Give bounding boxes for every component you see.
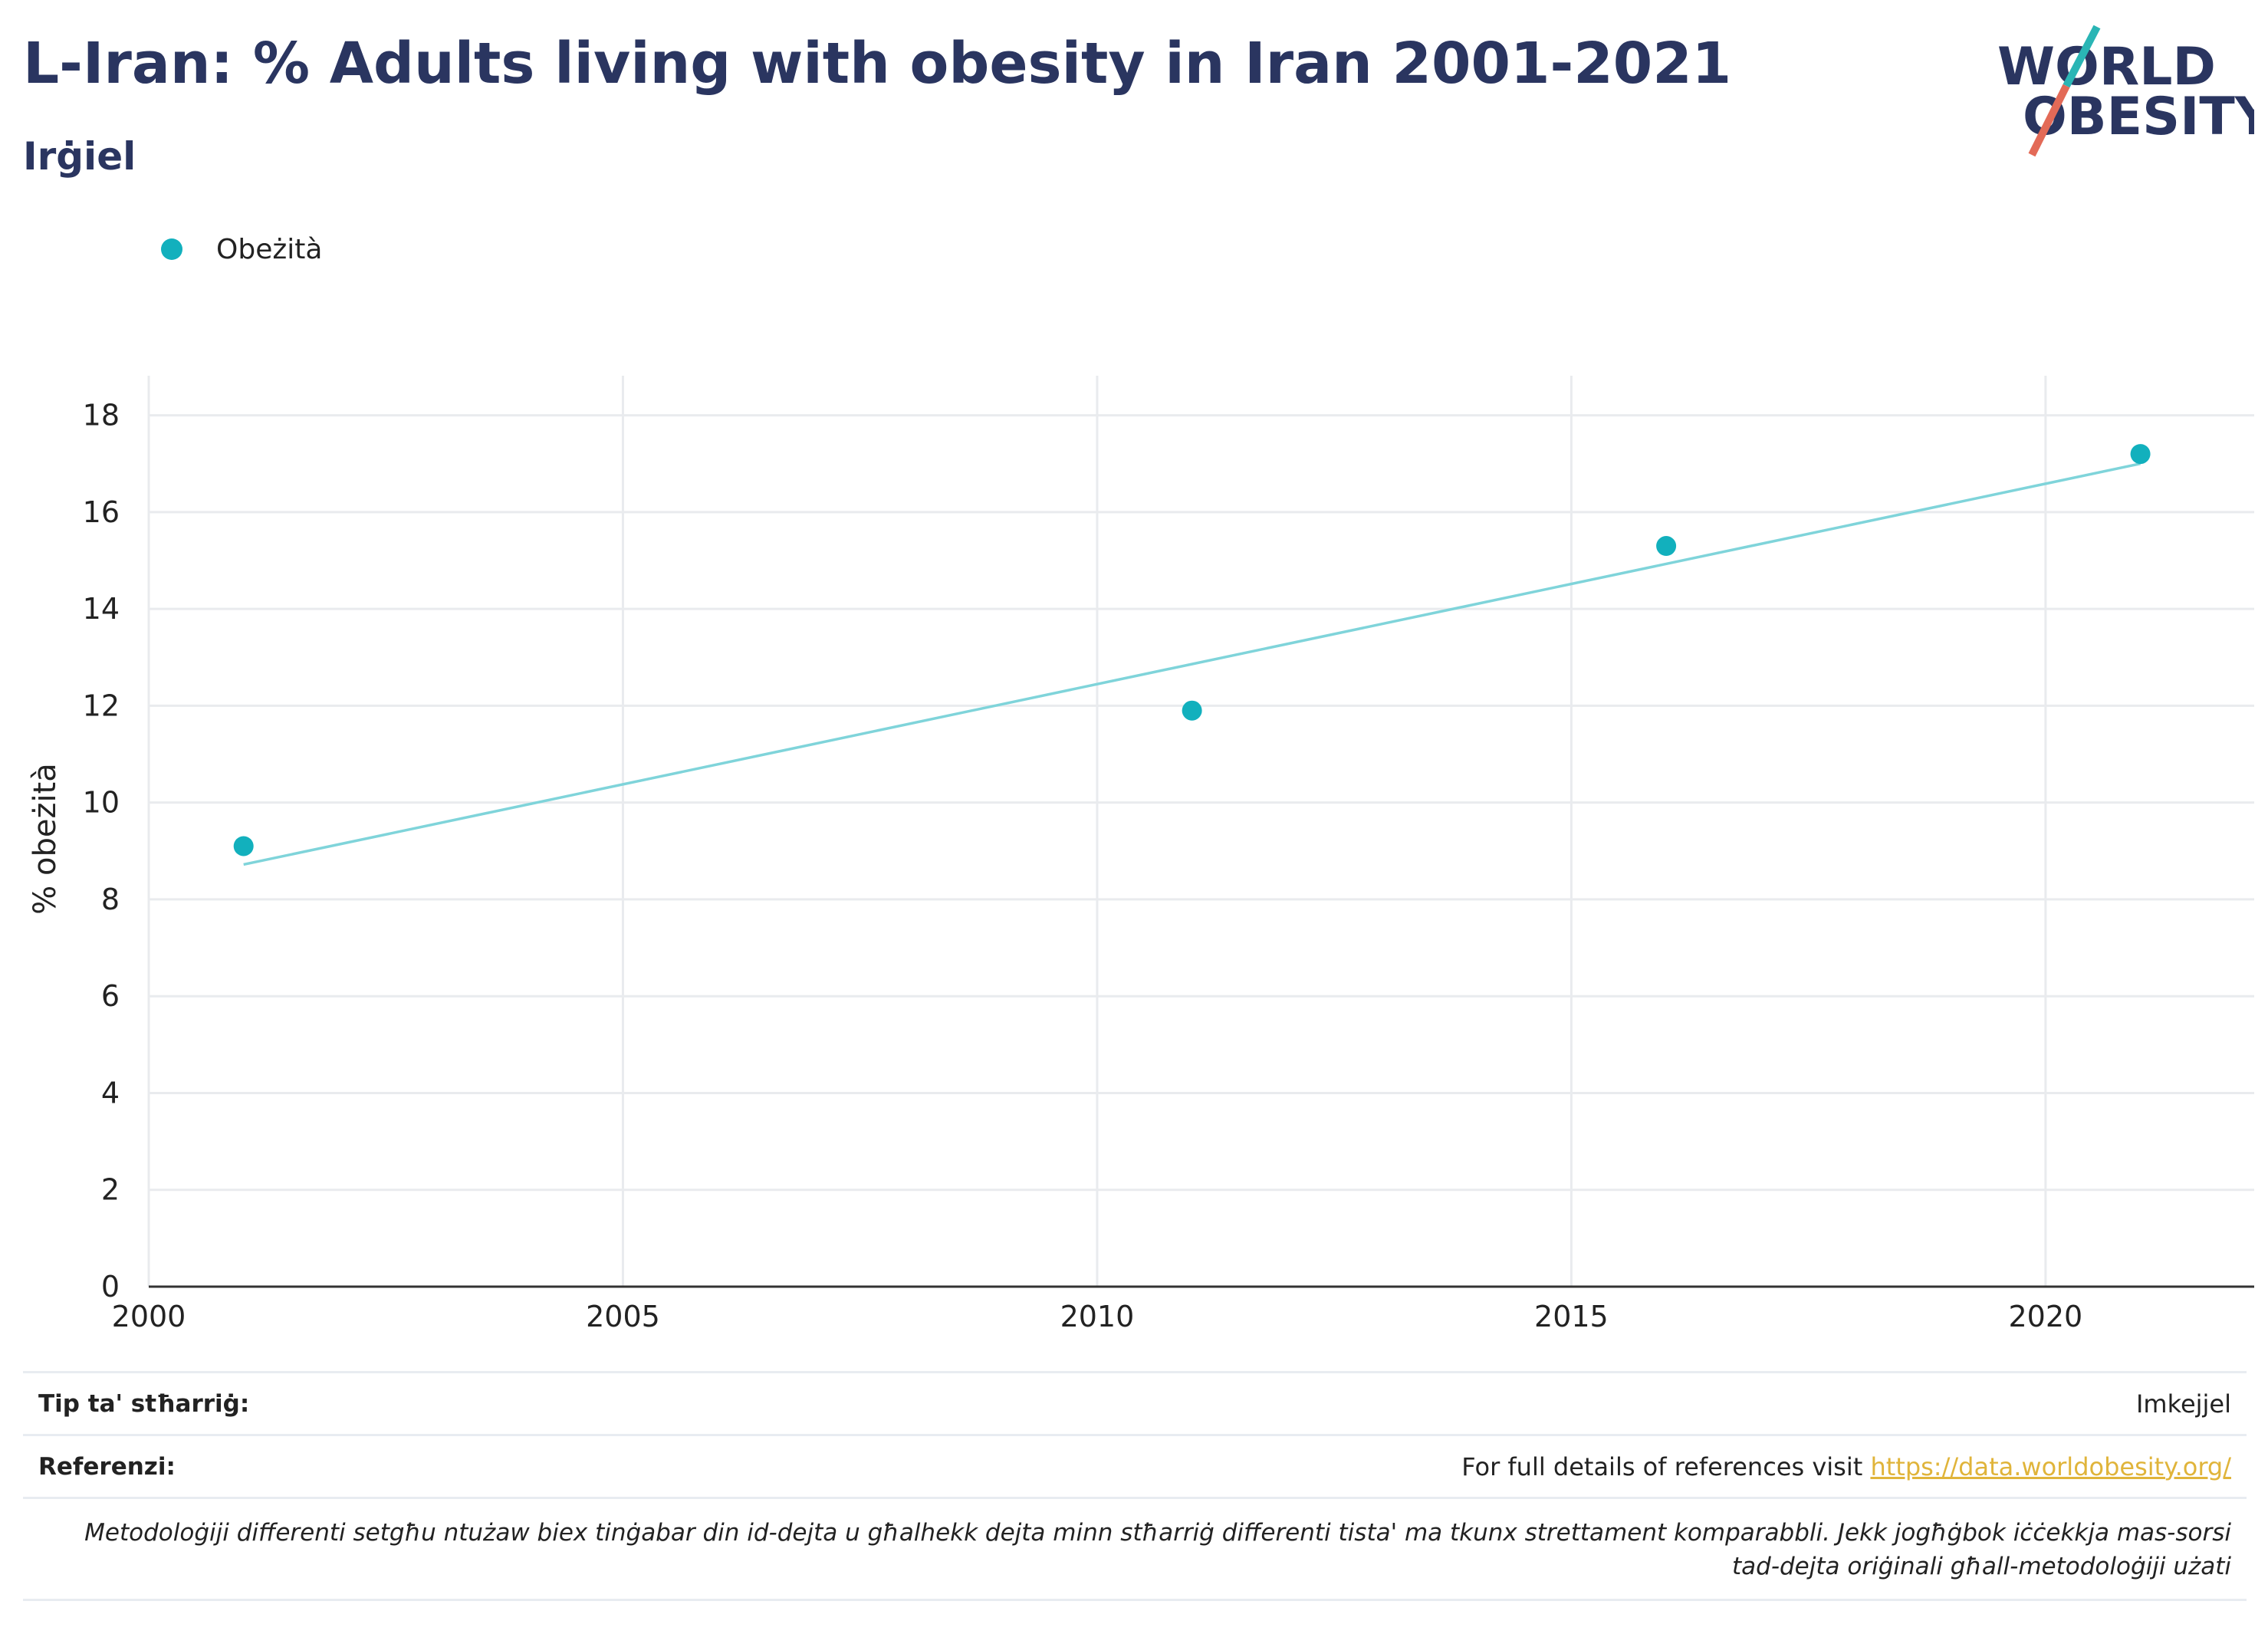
x-tick-label: 2020 — [2009, 1300, 2083, 1333]
y-tick-label: 12 — [83, 689, 120, 722]
methodology-note-line1: Metodoloġiji differenti setgħu ntużaw bi… — [84, 1519, 2231, 1547]
world-obesity-logo: WORLD OBESITY — [1994, 23, 2268, 169]
x-tick-label: 2000 — [112, 1300, 186, 1333]
y-tick-label: 10 — [83, 786, 120, 820]
references-value: For full details of references visit htt… — [1461, 1452, 2231, 1481]
legend-label: Obeżità — [216, 233, 323, 265]
chart-title: L-Iran: % Adults living with obesity in … — [23, 31, 1732, 97]
y-tick-label: 18 — [83, 399, 120, 432]
logo-teal-slash — [2063, 25, 2101, 88]
y-tick-label: 14 — [83, 592, 120, 626]
y-tick-label: 16 — [83, 495, 120, 529]
y-axis-label: % obeżità — [28, 763, 63, 915]
references-row: Referenzi: For full details of reference… — [23, 1434, 2247, 1497]
trend-line — [243, 462, 2141, 866]
survey-type-value: Imkejjel — [2135, 1389, 2231, 1419]
y-tick-label: 8 — [101, 883, 120, 916]
chart-subtitle: Irġiel — [23, 134, 136, 179]
y-tick-label: 6 — [101, 979, 120, 1013]
data-point — [1656, 536, 1677, 557]
logo-coral-slash — [2028, 84, 2070, 157]
y-tick-label: 0 — [101, 1270, 120, 1304]
data-point — [1182, 700, 1202, 721]
x-tick-label: 2005 — [586, 1300, 660, 1333]
references-link[interactable]: https://data.worldobesity.org/ — [1870, 1452, 2231, 1481]
data-point — [2130, 444, 2151, 465]
data-point — [233, 836, 254, 856]
y-tick-label: 2 — [101, 1173, 120, 1207]
references-text: For full details of references visit — [1461, 1452, 1871, 1481]
methodology-note: Metodoloġiji differenti setgħu ntużaw bi… — [23, 1497, 2247, 1601]
methodology-note-line2: tad-dejta oriġinali għall-metodoloġiji u… — [1731, 1553, 2231, 1580]
legend-marker-icon — [161, 238, 182, 260]
references-label: Referenzi: — [38, 1452, 176, 1481]
survey-type-row: Tip ta' stħarriġ: Imkejjel — [23, 1371, 2247, 1434]
survey-type-label: Tip ta' stħarriġ: — [38, 1389, 250, 1418]
legend: Obeżità — [161, 230, 322, 268]
logo-line1: WORLD — [1997, 37, 2216, 97]
y-tick-label: 4 — [101, 1076, 120, 1110]
chart-footer: Tip ta' stħarriġ: Imkejjel Referenzi: Fo… — [23, 1371, 2247, 1601]
x-tick-label: 2010 — [1060, 1300, 1135, 1333]
scatter-chart: 0 2 4 6 8 10 12 14 16 18 2000 2005 2010 2015 2020 % obe… — [28, 376, 2254, 1333]
x-tick-label: 2015 — [1534, 1300, 1609, 1333]
